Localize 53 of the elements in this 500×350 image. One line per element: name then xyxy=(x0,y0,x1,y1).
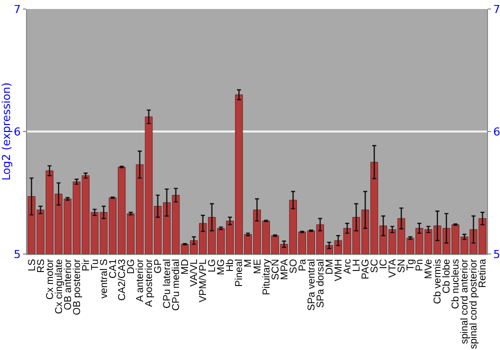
x-tick-label: Tu xyxy=(90,259,101,270)
x-tick-label: VTA xyxy=(388,258,399,278)
x-tick-label: Arc xyxy=(342,259,354,274)
x-tick-label: LH xyxy=(351,259,362,272)
x-tick-label: A posterior xyxy=(144,258,156,307)
y2-tick-label: 5 xyxy=(493,248,500,261)
x-tick-label: CPu medial xyxy=(171,259,182,311)
x-tick-label: Pn xyxy=(414,259,426,272)
x-tick-label: Cx motor xyxy=(44,258,56,300)
x-tick-label: Pituitary xyxy=(261,259,272,296)
x-tick-label: MPA xyxy=(279,258,290,280)
x-tick-label: Pir xyxy=(80,258,92,272)
x-tick-label: CA2/CA3 xyxy=(116,258,128,301)
x-tick-label: CA1 xyxy=(108,258,119,278)
x-tick-label: ventral S xyxy=(98,258,110,298)
y-tick-label: 5 xyxy=(14,248,21,261)
y-tick-label: 7 xyxy=(14,2,21,16)
x-tick-label: RS xyxy=(36,258,47,273)
x-tick-label: LS xyxy=(26,258,38,272)
x-tick-label: GP xyxy=(153,258,164,274)
x-tick-label: IC xyxy=(378,259,390,269)
x-tick-label: Retina xyxy=(478,258,489,288)
x-tick-label: VMH xyxy=(333,259,344,282)
x-tick-label: Pineal xyxy=(234,259,246,287)
x-tick-label: OB anterior xyxy=(62,258,74,310)
x-tick-label: PAG xyxy=(360,258,372,280)
x-tick-label: SN xyxy=(396,259,408,273)
x-tick-label: SCN xyxy=(270,259,282,280)
x-tick-label: SPa ventral xyxy=(306,259,318,311)
x-tick-label: SPa dorsal xyxy=(315,259,326,308)
x-tick-label: M xyxy=(243,259,254,268)
x-tick-label: Tg xyxy=(406,259,417,271)
x-tick-label: Cx cingulate xyxy=(54,258,65,314)
x-tick-label: Hb xyxy=(225,258,236,272)
x-tick-label: DM xyxy=(324,259,336,275)
x-tick-label: DG xyxy=(126,258,137,274)
x-tick-label: spinal cord posterior xyxy=(468,258,480,350)
y2-tick-label: 7 xyxy=(493,2,500,16)
x-tick-label: spinal cord anterior xyxy=(460,258,471,344)
x-tick-label: MVe xyxy=(424,258,435,280)
x-tick-label: Cb nucleus xyxy=(450,259,462,310)
y2-tick-label: 6 xyxy=(493,125,500,138)
x-tick-label: SC xyxy=(370,259,380,273)
x-tick-label: OB posterior xyxy=(72,258,83,316)
x-tick-label: VPM/VPL xyxy=(198,258,210,302)
x-tick-label: Pa xyxy=(297,258,308,272)
y-tick-label: 6 xyxy=(14,125,21,138)
x-tick-label: A anterior xyxy=(135,258,146,302)
x-tick-label: LG xyxy=(207,258,218,272)
x-tick-label: ME xyxy=(252,258,264,274)
y-axis-title: Log2 (expression) xyxy=(0,82,13,181)
x-tick-label: SO xyxy=(288,258,300,274)
x-tick-label: Cb lobe xyxy=(442,258,453,294)
